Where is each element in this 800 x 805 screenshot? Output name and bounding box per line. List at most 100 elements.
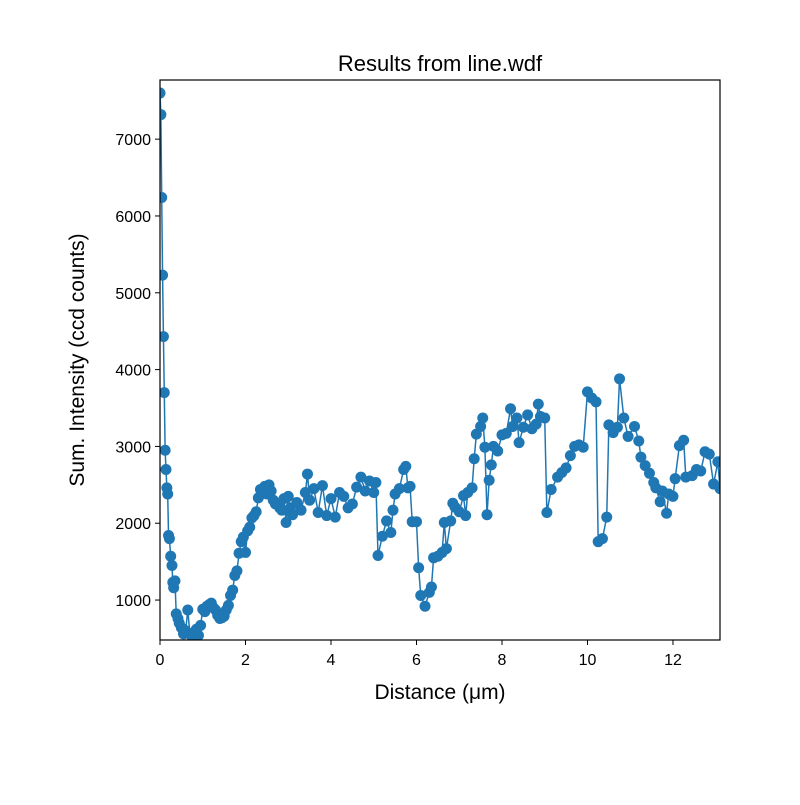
y-tick-label: 7000 — [115, 132, 151, 149]
data-point — [239, 546, 251, 558]
x-tick-label: 2 — [241, 652, 250, 669]
data-point — [370, 477, 382, 489]
data-point — [165, 550, 177, 562]
data-point — [160, 87, 166, 99]
data-point — [316, 480, 328, 492]
y-tick-label: 5000 — [115, 286, 151, 303]
data-point — [611, 421, 623, 433]
data-point — [511, 412, 523, 424]
data-point — [385, 526, 397, 538]
data-point — [160, 387, 170, 399]
data-point — [372, 550, 384, 562]
data-point — [460, 510, 472, 522]
chart-title: Results from line.wdf — [338, 51, 543, 76]
data-point — [227, 584, 239, 596]
data-point — [614, 373, 626, 385]
data-point — [413, 562, 425, 574]
data-point — [517, 421, 529, 433]
data-point — [661, 507, 673, 519]
data-point — [295, 504, 307, 516]
data-point — [596, 533, 608, 545]
data-point — [522, 409, 534, 421]
data-point — [329, 511, 341, 523]
data-point — [712, 456, 720, 468]
data-point — [415, 589, 427, 601]
data-point — [166, 559, 178, 571]
data-point — [312, 506, 324, 518]
data-point — [400, 460, 412, 472]
data-point — [325, 493, 337, 505]
data-point — [678, 434, 690, 446]
data-point — [231, 565, 243, 577]
data-point — [160, 269, 169, 281]
data-point — [513, 437, 525, 449]
data-point — [532, 398, 544, 410]
x-tick-label: 12 — [664, 652, 682, 669]
data-point — [629, 420, 641, 432]
data-point — [163, 533, 175, 545]
data-point — [564, 450, 576, 462]
data-point — [505, 403, 517, 415]
data-point — [714, 483, 720, 495]
data-point — [479, 441, 491, 453]
data-point — [654, 496, 666, 508]
data-point — [475, 420, 487, 432]
data-point — [590, 396, 602, 408]
data-point — [545, 483, 557, 495]
x-tick-label: 8 — [498, 652, 507, 669]
data-point — [287, 509, 299, 521]
y-tick-label: 4000 — [115, 363, 151, 380]
data-point — [492, 445, 504, 457]
data-point — [445, 515, 457, 527]
y-tick-label: 1000 — [115, 593, 151, 610]
plot-area — [160, 87, 720, 640]
data-point — [481, 509, 493, 521]
data-point — [169, 575, 181, 587]
data-point — [622, 430, 634, 442]
x-tick-label: 0 — [156, 652, 165, 669]
data-point — [618, 412, 630, 424]
data-point — [633, 435, 645, 447]
data-point — [304, 494, 316, 506]
data-point — [695, 465, 707, 477]
data-point — [250, 506, 262, 518]
data-point — [601, 511, 613, 523]
data-point — [507, 420, 519, 432]
data-point — [280, 516, 292, 528]
data-point — [539, 412, 551, 424]
data-point — [387, 504, 399, 516]
data-point — [182, 604, 194, 616]
data-point — [222, 599, 234, 611]
x-axis-label: Distance (μm) — [374, 681, 505, 704]
data-point — [393, 483, 405, 495]
data-point — [160, 463, 172, 475]
data-point — [376, 530, 388, 542]
data-point — [321, 510, 333, 522]
data-point — [162, 488, 174, 500]
data-point — [195, 619, 207, 631]
data-point — [381, 515, 393, 527]
data-point — [244, 521, 256, 533]
data-point — [468, 453, 480, 465]
y-tick-label: 3000 — [115, 439, 151, 456]
data-point — [483, 474, 495, 486]
x-tick-label: 6 — [412, 652, 421, 669]
data-point — [160, 444, 171, 456]
x-tick-label: 4 — [327, 652, 336, 669]
y-axis-label: Sum. Intensity (ccd counts) — [66, 233, 89, 486]
data-point — [355, 471, 367, 483]
data-point — [160, 331, 169, 343]
data-point — [346, 498, 358, 510]
data-point — [643, 467, 655, 479]
data-point — [301, 468, 313, 480]
data-point — [419, 600, 431, 612]
data-point — [282, 490, 294, 502]
y-tick-label: 6000 — [115, 209, 151, 226]
y-tick-label: 2000 — [115, 516, 151, 533]
data-point — [577, 441, 589, 453]
data-point — [368, 487, 380, 499]
data-point — [308, 483, 320, 495]
data-point — [500, 427, 512, 439]
data-point — [667, 490, 679, 502]
